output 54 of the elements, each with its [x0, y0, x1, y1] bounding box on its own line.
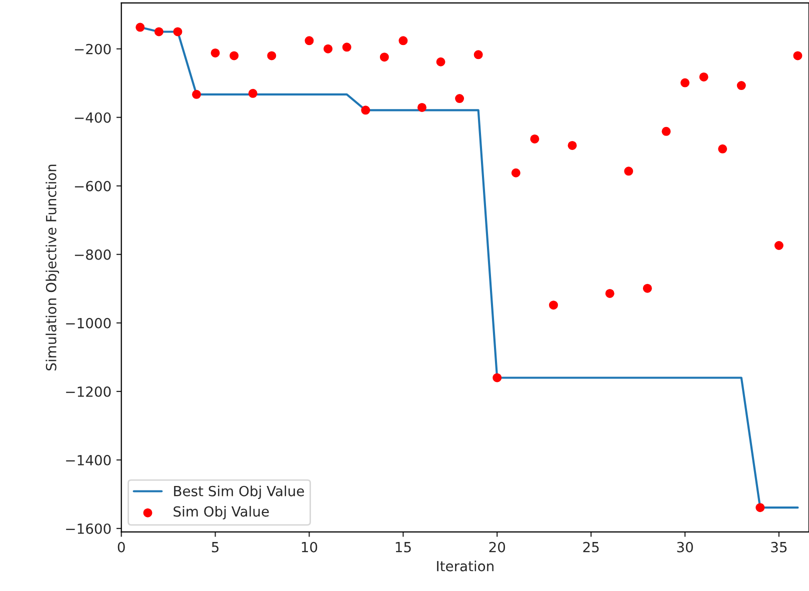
- y-tick-label: −200: [74, 44, 111, 54]
- y-tick-label: −800: [74, 249, 111, 260]
- x-tick-label: 35: [771, 542, 787, 552]
- point: [248, 88, 258, 98]
- point: [756, 503, 765, 512]
- point: [511, 168, 520, 178]
- y-tick-label: −1600: [66, 523, 111, 534]
- y-tick-label: −600: [74, 180, 111, 192]
- point: [210, 48, 220, 58]
- legend-label: Best Sim Obj Value: [174, 486, 304, 500]
- point: [304, 36, 314, 46]
- point: [230, 51, 239, 60]
- point: [605, 288, 614, 298]
- point: [417, 102, 426, 112]
- point: [680, 78, 690, 88]
- point: [192, 90, 201, 99]
- point: [342, 42, 352, 52]
- x-axis-title: Iteration: [437, 560, 494, 572]
- x-tick-label: 20: [489, 542, 506, 552]
- y-axis-title: Simulation Objective Function: [46, 164, 60, 370]
- point: [380, 52, 389, 62]
- legend-label: Sim Obj Value: [174, 506, 269, 520]
- y-tick-label: −400: [74, 112, 111, 123]
- point: [774, 241, 784, 250]
- point: [154, 27, 164, 36]
- x-tick-label: 10: [302, 542, 318, 552]
- point: [267, 51, 276, 60]
- x-tick-label: 0: [118, 542, 125, 552]
- point: [361, 106, 370, 115]
- point: [642, 284, 652, 293]
- point: [324, 44, 333, 54]
- point: [436, 57, 446, 66]
- point: [173, 27, 182, 36]
- point: [568, 140, 577, 150]
- point: [492, 373, 502, 382]
- y-tick-label: −1400: [66, 454, 111, 466]
- x-tick-label: 30: [677, 542, 693, 552]
- point: [793, 51, 802, 60]
- point: [398, 36, 408, 46]
- x-tick-label: 5: [212, 542, 218, 552]
- point: [548, 300, 558, 310]
- point: [530, 134, 540, 144]
- point: [455, 94, 464, 104]
- x-tick-label: 25: [583, 542, 599, 552]
- point: [136, 22, 145, 32]
- x-tick-label: 15: [396, 542, 411, 552]
- y-tick-label: −1200: [66, 386, 111, 397]
- point: [736, 81, 746, 90]
- point: [624, 166, 634, 176]
- y-tick-label: −1000: [66, 318, 111, 328]
- point: [699, 72, 708, 82]
- point: [474, 50, 483, 60]
- point: [662, 126, 671, 136]
- point: [718, 144, 728, 154]
